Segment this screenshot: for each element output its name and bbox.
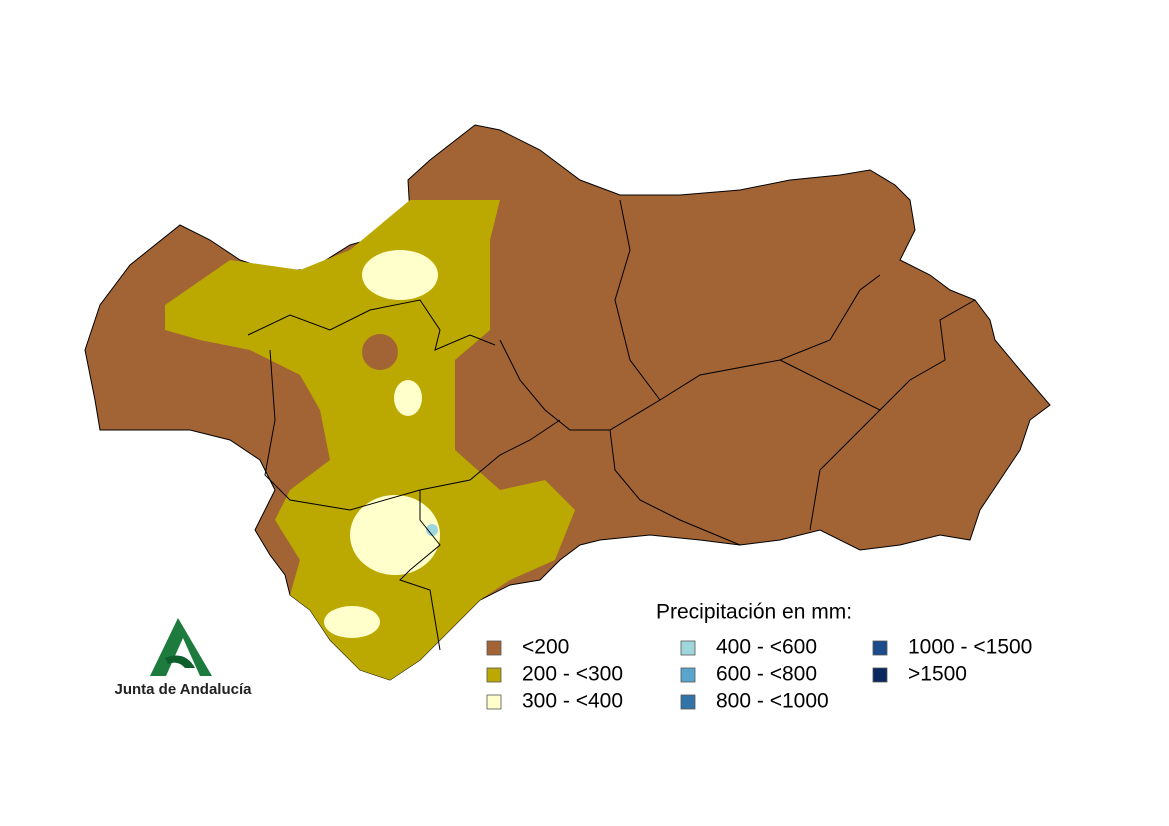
- legend-swatch: [486, 667, 502, 683]
- legend-swatch: [486, 640, 502, 656]
- legend-title: Precipitación en mm:: [656, 601, 852, 624]
- legend-label: 200 - <300: [522, 663, 623, 686]
- region-dry: [507, 170, 537, 200]
- region-wet: [394, 380, 422, 416]
- legend-swatch: [486, 694, 502, 710]
- region-wet: [362, 250, 438, 300]
- region-dry: [84, 124, 1051, 681]
- legend-swatch: [680, 694, 696, 710]
- legend-swatch: [680, 667, 696, 683]
- legend-label: 300 - <400: [522, 690, 623, 713]
- region-wet: [324, 606, 380, 638]
- legend-swatch: [680, 640, 696, 656]
- legend: <200 200 - <300 300 - <400 400 - <600 600 - …: [486, 636, 1032, 713]
- legend-swatch: [872, 667, 888, 683]
- logo-text: Junta de Andalucía: [115, 681, 253, 698]
- legend-label: 1000 - <1500: [908, 636, 1032, 659]
- logo-mark: [165, 655, 195, 668]
- logo: Junta de Andalucía: [115, 618, 253, 698]
- legend-label: 400 - <600: [716, 636, 817, 659]
- region-wetter: [426, 524, 438, 536]
- region-dry: [362, 334, 398, 370]
- legend-label: 600 - <800: [716, 663, 817, 686]
- region-medium: [165, 200, 575, 680]
- region-wet: [350, 495, 440, 575]
- legend-label: 800 - <1000: [716, 690, 829, 713]
- logo-mark: [150, 618, 212, 676]
- legend-label: >1500: [908, 663, 967, 686]
- map: [84, 124, 1051, 681]
- province-borders: [247, 199, 976, 651]
- legend-swatch: [872, 640, 888, 656]
- legend-label: <200: [522, 636, 569, 659]
